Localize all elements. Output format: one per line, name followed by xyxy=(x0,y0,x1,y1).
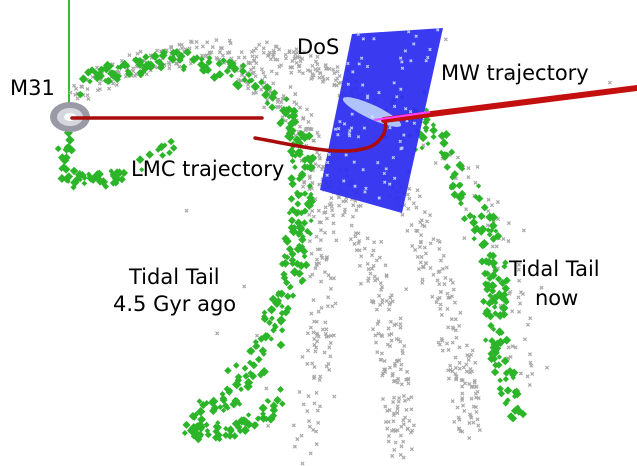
lmc-trajectory-line xyxy=(70,116,388,153)
tidal-tail-now-label-line2: now xyxy=(535,286,578,310)
m31-label: M31 xyxy=(10,76,55,100)
tidal-tail-now-label-line1: Tidal Tail xyxy=(508,257,600,281)
mw-trajectory-highlight xyxy=(373,111,431,121)
mw-trajectory-line xyxy=(381,85,637,123)
old-tidal-tail-particles xyxy=(54,48,528,444)
m31-galaxy xyxy=(50,102,90,132)
mw-trajectory-label: MW trajectory xyxy=(441,61,589,85)
dos-label: DoS xyxy=(297,35,339,59)
tidal-tail-old-label-line1: Tidal Tail xyxy=(128,265,220,289)
tidal-tail-old-label-line2: 4.5 Gyr ago xyxy=(113,292,236,316)
lmc-trajectory-label: LMC trajectory xyxy=(131,157,284,181)
